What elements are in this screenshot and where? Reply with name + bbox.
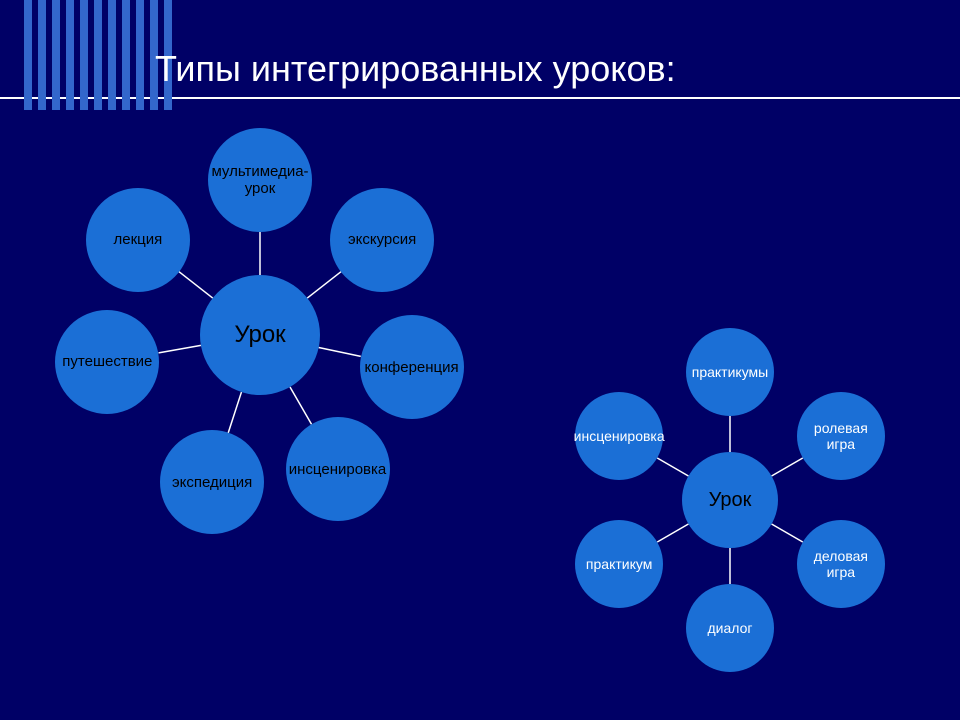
right-edge	[657, 524, 688, 542]
right-satellite-node: диалог	[686, 584, 774, 672]
right-satellite-label: практикумы	[692, 364, 768, 380]
right-satellite-label: деловая игра	[801, 548, 881, 580]
left-satellite-label: лекция	[113, 231, 162, 248]
left-satellite-label: путешествие	[62, 353, 152, 370]
right-edge	[657, 458, 688, 476]
right-satellite-node: практикумы	[686, 328, 774, 416]
right-satellite-node: ролевая игра	[797, 392, 885, 480]
header-stripe	[94, 0, 102, 110]
right-satellite-node: инсценировка	[575, 392, 663, 480]
left-satellite-node: мультимедиа-урок	[208, 128, 312, 232]
header-stripe	[80, 0, 88, 110]
left-satellite-node: путешествие	[55, 310, 159, 414]
slide-stage: Типы интегрированных уроков: мультимедиа-…	[0, 0, 960, 720]
header-stripe	[66, 0, 74, 110]
right-satellite-label: практикум	[586, 556, 652, 572]
right-center-label: Урок	[709, 489, 752, 512]
slide-title: Типы интегрированных уроков:	[155, 48, 676, 90]
left-satellite-node: конференция	[360, 315, 464, 419]
left-satellite-node: инсценировка	[286, 417, 390, 521]
header-stripe	[136, 0, 144, 110]
left-satellite-node: лекция	[86, 188, 190, 292]
header-stripe	[108, 0, 116, 110]
left-edge	[228, 392, 241, 433]
header-stripe	[24, 0, 32, 110]
header-stripe	[122, 0, 130, 110]
left-edge	[307, 272, 341, 298]
header-stripe	[52, 0, 60, 110]
left-satellite-node: экспедиция	[160, 430, 264, 534]
right-center-node: Урок	[682, 452, 778, 548]
right-satellite-label: диалог	[708, 620, 753, 636]
right-satellite-node: практикум	[575, 520, 663, 608]
left-edge	[290, 387, 312, 424]
right-edge	[772, 524, 803, 542]
header-stripe	[38, 0, 46, 110]
left-satellite-label: мультимедиа-урок	[211, 163, 308, 198]
left-center-node: Урок	[200, 275, 320, 395]
left-edge	[319, 347, 361, 356]
right-edge	[772, 458, 803, 476]
left-edge	[159, 345, 201, 352]
right-satellite-label: ролевая игра	[801, 420, 881, 452]
left-satellite-label: конференция	[365, 359, 459, 376]
left-satellite-node: экскурсия	[330, 188, 434, 292]
left-satellite-label: инсценировка	[289, 461, 386, 478]
left-satellite-label: экскурсия	[348, 231, 416, 248]
left-edge	[179, 272, 213, 298]
right-satellite-label: инсценировка	[574, 428, 665, 444]
left-center-label: Урок	[234, 321, 285, 349]
left-satellite-label: экспедиция	[172, 474, 252, 491]
right-satellite-node: деловая игра	[797, 520, 885, 608]
